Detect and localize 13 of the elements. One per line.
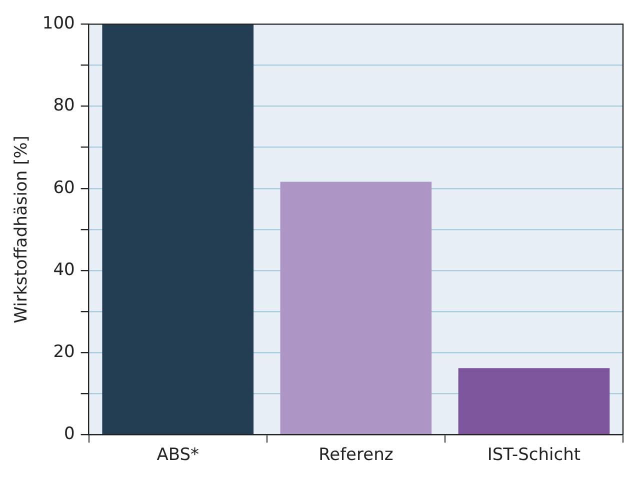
y-tick-label: 0 (64, 424, 75, 444)
y-tick-label: 40 (53, 260, 75, 280)
bar (458, 368, 610, 434)
y-tick-label: 100 (42, 14, 75, 34)
y-axis-title: Wirkstoffadhäsion [%] (12, 136, 32, 324)
bar (280, 182, 432, 434)
x-tick-label: Referenz (318, 445, 394, 466)
x-tick-label: ABS* (156, 445, 200, 466)
bar (102, 24, 254, 434)
y-tick-label: 80 (53, 96, 75, 116)
x-tick-label: IST-Schicht (487, 445, 581, 466)
y-tick-label: 20 (53, 342, 75, 362)
y-tick-label: 60 (53, 178, 75, 198)
